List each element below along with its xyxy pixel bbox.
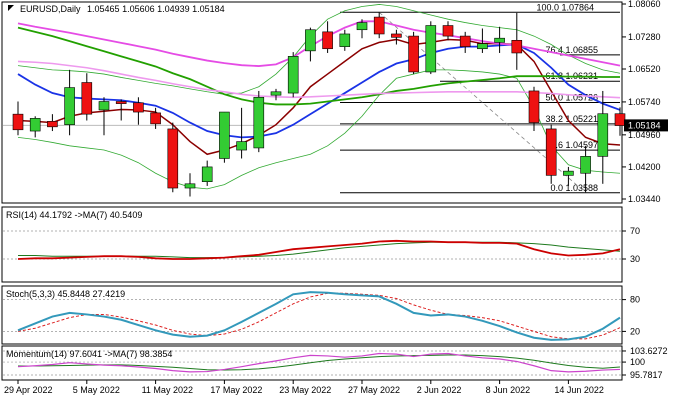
candle-bullish	[236, 141, 247, 151]
bollinger-lower-line	[17, 69, 621, 190]
candle-bullish	[305, 29, 316, 52]
indicator-level-label: 70	[630, 226, 640, 236]
candle-bullish	[425, 25, 437, 73]
candle-bullish	[270, 91, 282, 96]
x-tick-label: 23 May 2022	[279, 385, 331, 395]
x-tick-label: 2 Jun 2022	[417, 385, 462, 395]
rsi-line	[17, 239, 621, 260]
bollinger-upper-line	[17, 4, 621, 95]
momentum-label: Momentum(14) 97.6041 ->MA(7) 98.3854	[6, 349, 172, 359]
momentum-ma-line	[18, 354, 621, 371]
stoch-d-line	[17, 292, 621, 340]
fib-level-label: 0.0 1.03588	[550, 183, 598, 193]
candle-bearish	[528, 90, 540, 123]
symbol-label: EURUSD,Daily	[20, 4, 81, 14]
indicator-level-label: 20	[630, 326, 640, 336]
price-tick-label: 1.04960	[628, 130, 661, 140]
candle-bullish	[339, 33, 351, 47]
candle-bearish	[150, 112, 161, 125]
chart-title: EURUSD,Daily 1.05465 1.05606 1.04939 1.0…	[20, 4, 225, 14]
candle-bearish	[459, 35, 471, 47]
candle-bearish	[133, 102, 144, 113]
x-tick-label: 27 May 2022	[348, 385, 400, 395]
stoch-pane	[1, 285, 623, 345]
chart-corner-icon	[8, 5, 14, 11]
indicator-level-label: 95.7817	[630, 370, 663, 380]
stoch-layer: 80 20	[3, 291, 640, 341]
candle-bullish	[184, 183, 196, 189]
candle-bullish	[563, 170, 574, 176]
candle-bullish	[64, 87, 75, 126]
stoch-label: Stoch(5,3,3) 45.8448 27.4219	[6, 289, 125, 299]
candle-bearish	[391, 33, 402, 38]
moving-average-line	[17, 60, 621, 99]
candle-bearish	[408, 35, 419, 73]
indicator-level-label: 103.6272	[630, 346, 668, 356]
candle-bullish	[356, 22, 368, 31]
fib-level-label: 38.2 1.05221	[545, 114, 598, 124]
candle-bullish	[477, 43, 488, 50]
ohlc-label: 1.05465 1.05606 1.04939 1.05184	[87, 4, 225, 14]
price-axis: 1.08060 1.07280 1.06520 1.05740 1.04960 1.042…	[622, 0, 668, 204]
x-tick-label: 8 Jun 2022	[486, 385, 531, 395]
candle-bullish	[580, 156, 591, 174]
x-tick-label: 5 May 2022	[73, 385, 120, 395]
candle-bullish	[597, 113, 609, 157]
candle-bearish	[614, 113, 626, 126]
fib-level-label: 100.0 1.07864	[536, 2, 594, 12]
x-tick-label: 11 May 2022	[142, 385, 193, 395]
x-tick-label: 17 May 2022	[210, 385, 262, 395]
candle-bearish	[115, 101, 127, 104]
candle-bearish	[322, 31, 333, 50]
candle-bearish	[511, 39, 523, 54]
x-tick-label: 29 Apr 2022	[4, 385, 53, 395]
current-price-label: 1.05184	[628, 120, 661, 130]
x-tick-label: 14 Jun 2022	[554, 385, 604, 395]
moving-average-line	[17, 26, 620, 106]
price-tick-label: 1.05740	[628, 97, 661, 107]
rsi-layer: 70 30	[3, 226, 640, 264]
price-tick-label: 1.03440	[628, 194, 661, 204]
candle-bullish	[98, 101, 110, 111]
candle-bearish	[12, 113, 24, 131]
x-axis: 29 Apr 2022 5 May 2022 11 May 2022 17 May 2…	[4, 380, 604, 395]
price-tick-label: 1.08060	[628, 0, 661, 9]
rsi-label: RSI(14) 44.1792 ->MA(7) 40.5409	[6, 210, 142, 220]
fib-level-label: 76.4 1.06855	[545, 45, 598, 55]
momentum-line	[17, 352, 621, 373]
indicator-level-label: 30	[630, 254, 640, 264]
candle-bearish	[442, 25, 454, 37]
candle-bullish	[253, 96, 265, 149]
candle-bearish	[373, 16, 385, 35]
momentum-pane	[1, 345, 623, 381]
candle-bearish	[167, 128, 179, 189]
candle-bearish	[81, 82, 93, 115]
candle-bullish	[29, 118, 41, 132]
stoch-k-line	[17, 291, 621, 341]
candle-bullish	[287, 56, 299, 94]
current-price-box	[624, 119, 668, 132]
indicator-level-label: 100	[630, 357, 645, 367]
fib-level-label: 50.0 1.05726	[545, 93, 598, 103]
price-tick-label: 1.04200	[628, 162, 661, 172]
fib-level-label: 23.6 1.04597	[545, 140, 598, 150]
candle-bullish	[494, 37, 505, 43]
candle-bullish	[219, 111, 230, 159]
candle-bearish	[545, 128, 557, 176]
candle-bearish	[47, 121, 58, 128]
indicator-level-label: 80	[630, 295, 640, 305]
price-tick-label: 1.07280	[628, 32, 661, 42]
candle-bullish	[201, 166, 213, 182]
price-tick-label: 1.06520	[628, 64, 661, 74]
